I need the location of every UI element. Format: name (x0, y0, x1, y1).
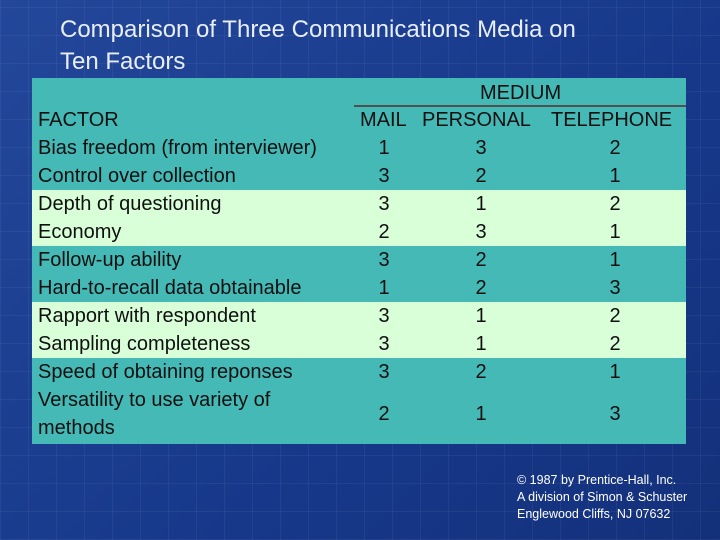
telephone-rating: 2 (609, 305, 621, 327)
medium-underline (354, 105, 686, 107)
table-row-factor: Depth of questioning (38, 193, 222, 215)
mail-rating: 3 (378, 249, 390, 271)
title-line-1: Comparison of Three Communications Media… (60, 16, 576, 43)
personal-rating: 2 (475, 165, 487, 187)
mail-rating: 3 (378, 305, 390, 327)
mail-rating: 3 (378, 333, 390, 355)
mail-rating: 2 (378, 221, 390, 243)
table-row-factor: Follow-up ability (38, 249, 182, 271)
personal-rating: 1 (475, 193, 487, 215)
telephone-rating: 3 (609, 403, 621, 425)
copyright-line-2: A division of Simon & Schuster (517, 490, 688, 504)
table-row-factor: Speed of obtaining reponses (38, 361, 293, 383)
factor-column-header: FACTOR (38, 109, 119, 131)
table-row-factor: Hard-to-recall data obtainable (38, 277, 302, 299)
mail-rating: 1 (378, 137, 390, 159)
telephone-rating: 2 (609, 137, 621, 159)
telephone-rating: 1 (609, 165, 621, 187)
personal-rating: 1 (475, 305, 487, 327)
mail-rating: 1 (378, 277, 390, 299)
telephone-rating: 1 (609, 361, 621, 383)
slide-title: Comparison of Three Communications Media… (60, 14, 700, 78)
personal-rating: 2 (475, 277, 487, 299)
copyright-line-1: © 1987 by Prentice-Hall, Inc. (517, 473, 677, 487)
table-band: Rapport with respondent 3 1 2 Sampling c… (32, 302, 686, 358)
table-row-factor: Sampling completeness (38, 333, 251, 355)
comparison-table: MEDIUM FACTOR MAIL PERSONAL TELEPHONE Bi… (32, 78, 686, 444)
table-row-factor: Rapport with respondent (38, 305, 256, 327)
mail-rating: 3 (378, 165, 390, 187)
mail-rating: 2 (378, 403, 390, 425)
copyright-line-3: Englewood Cliffs, NJ 07632 (517, 507, 671, 521)
table-band: Speed of obtaining reponses 3 2 1 Versat… (32, 358, 686, 444)
personal-column-header: PERSONAL (422, 109, 531, 131)
table-band: Follow-up ability 3 2 1 Hard-to-recall d… (32, 246, 686, 302)
mail-column-header: MAIL (360, 109, 407, 131)
personal-rating: 2 (475, 249, 487, 271)
table-row-factor-line-1: Versatility to use variety of (38, 389, 271, 411)
telephone-column-header: TELEPHONE (551, 109, 673, 131)
personal-rating: 2 (475, 361, 487, 383)
title-line-2: Ten Factors (60, 48, 186, 75)
telephone-rating: 3 (609, 277, 621, 299)
personal-rating: 3 (475, 137, 487, 159)
personal-rating: 1 (475, 403, 487, 425)
table-row-factor: Bias freedom (from interviewer) (38, 137, 317, 159)
copyright-notice: © 1987 by Prentice-Hall, Inc. A division… (517, 472, 717, 523)
table-row-factor-line-2: methods (38, 417, 115, 439)
telephone-rating: 1 (609, 221, 621, 243)
personal-rating: 1 (475, 333, 487, 355)
mail-rating: 3 (378, 193, 390, 215)
personal-rating: 3 (475, 221, 487, 243)
table-band: Depth of questioning 3 1 2 Economy 2 3 1 (32, 190, 686, 246)
telephone-rating: 2 (609, 193, 621, 215)
table-band: Bias freedom (from interviewer) 1 3 2 Co… (32, 134, 686, 190)
telephone-rating: 1 (609, 249, 621, 271)
table-header: MEDIUM FACTOR MAIL PERSONAL TELEPHONE (32, 78, 686, 134)
mail-rating: 3 (378, 361, 390, 383)
medium-header: MEDIUM (480, 82, 562, 104)
telephone-rating: 2 (609, 333, 621, 355)
table-row-factor: Economy (38, 221, 122, 243)
table-row-factor: Control over collection (38, 165, 236, 187)
